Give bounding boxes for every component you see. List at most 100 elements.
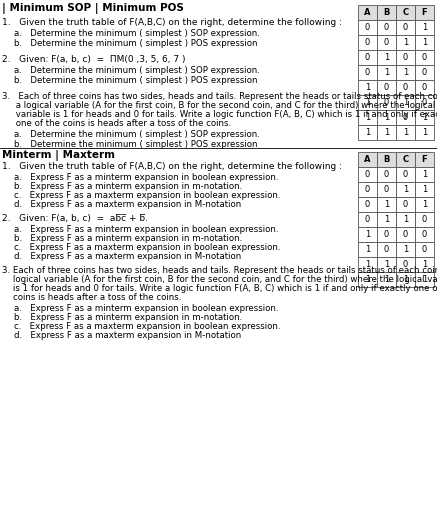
Text: c.   Express F as a maxterm expansion in boolean expression.: c. Express F as a maxterm expansion in b… [14,243,281,252]
Text: logical variable (A for the first coin, B for the second coin, and C for the thi: logical variable (A for the first coin, … [2,275,437,284]
Bar [415,125,434,140]
Text: b.   Determine the minimum ( simplest ) POS expression: b. Determine the minimum ( simplest ) PO… [14,140,257,149]
Bar [415,5,434,20]
Text: 1: 1 [422,38,427,47]
Bar [415,65,434,80]
Text: 0: 0 [384,83,389,92]
Text: 1: 1 [403,275,408,284]
Text: b.   Express F as a minterm expansion in m-notation.: b. Express F as a minterm expansion in m… [14,313,242,322]
Text: 0: 0 [403,53,408,62]
Bar [358,35,377,50]
Text: B: B [383,155,390,164]
Text: 0: 0 [403,113,408,122]
Text: 0: 0 [384,38,389,47]
Text: 1: 1 [422,275,427,284]
Text: 0: 0 [422,83,427,92]
Text: 1.   Given the truth table of F(A,B,C) on the right, determine the following :: 1. Given the truth table of F(A,B,C) on … [2,162,342,171]
Text: 0: 0 [365,170,370,179]
Bar [358,125,377,140]
Bar [377,65,396,80]
Text: 0: 0 [422,68,427,77]
Text: 1: 1 [422,200,427,209]
Text: 1: 1 [403,185,408,194]
Bar [358,242,377,257]
Text: c.   Express F as a maxterm expansion in boolean expression.: c. Express F as a maxterm expansion in b… [14,322,281,331]
Text: 0: 0 [365,185,370,194]
Text: 1: 1 [422,185,427,194]
Text: b.   Determine the minimum ( simplest ) POS expression: b. Determine the minimum ( simplest ) PO… [14,76,257,85]
Bar [415,110,434,125]
Bar [415,95,434,110]
Bar [377,20,396,35]
Text: 1: 1 [384,128,389,137]
Text: one of the coins is heads after a toss of the coins.: one of the coins is heads after a toss o… [2,119,231,128]
Text: b.   Determine the minimum ( simplest ) POS expression: b. Determine the minimum ( simplest ) PO… [14,39,257,48]
Bar [415,272,434,287]
Bar [396,35,415,50]
Bar [377,242,396,257]
Text: 0: 0 [403,170,408,179]
Text: 1: 1 [365,245,370,254]
Bar [396,20,415,35]
Text: A: A [364,8,371,17]
Bar [358,5,377,20]
Bar [377,272,396,287]
Bar [396,65,415,80]
Text: 1: 1 [384,275,389,284]
Bar [377,80,396,95]
Text: a.   Determine the minimum ( simplest ) SOP expression.: a. Determine the minimum ( simplest ) SO… [14,66,260,75]
Bar [396,167,415,182]
Text: 2.   Given: F(a, b, c)  =  ab̅c̅ + b̅.: 2. Given: F(a, b, c) = ab̅c̅ + b̅. [2,214,148,223]
Text: 0: 0 [422,98,427,107]
Text: a.   Determine the minimum ( simplest ) SOP expression.: a. Determine the minimum ( simplest ) SO… [14,130,260,139]
Text: 0: 0 [384,245,389,254]
Text: 1: 1 [403,128,408,137]
Text: 1: 1 [403,38,408,47]
Bar [415,80,434,95]
Text: 1: 1 [384,68,389,77]
Text: is 1 for heads and 0 for tails. Write a logic function F(A, B, C) which is 1 if : is 1 for heads and 0 for tails. Write a … [2,284,437,293]
Text: b.   Express F as a minterm expansion in m-notation.: b. Express F as a minterm expansion in m… [14,234,242,243]
Text: B: B [383,8,390,17]
Text: 0: 0 [365,23,370,32]
Text: b.   Express F as a minterm expansion in m-notation.: b. Express F as a minterm expansion in m… [14,182,242,191]
Text: 0: 0 [365,215,370,224]
Bar [377,110,396,125]
Bar [396,182,415,197]
Text: 1: 1 [422,128,427,137]
Bar [377,35,396,50]
Bar [358,65,377,80]
Bar [415,167,434,182]
Text: 1: 1 [422,170,427,179]
Bar [358,197,377,212]
Text: 1: 1 [384,215,389,224]
Bar [377,152,396,167]
Text: 0: 0 [384,230,389,239]
Text: 0: 0 [384,23,389,32]
Text: 0: 0 [403,83,408,92]
Text: 1: 1 [403,215,408,224]
Text: d.   Express F as a maxterm expansion in M-notation: d. Express F as a maxterm expansion in M… [14,252,241,261]
Bar [396,110,415,125]
Bar [415,257,434,272]
Bar [396,227,415,242]
Bar [377,167,396,182]
Text: F: F [422,8,427,17]
Bar [358,152,377,167]
Text: 1: 1 [422,260,427,269]
Bar [377,5,396,20]
Text: a.   Express F as a minterm expansion in boolean expression.: a. Express F as a minterm expansion in b… [14,225,278,234]
Text: 1: 1 [365,98,370,107]
Bar [415,35,434,50]
Bar [396,242,415,257]
Bar [358,50,377,65]
Text: d.   Express F as a maxterm expansion in M-notation: d. Express F as a maxterm expansion in M… [14,331,241,340]
Bar [377,227,396,242]
Text: C: C [402,8,409,17]
Text: 0: 0 [365,68,370,77]
Text: variable is 1 for heads and 0 for tails. Write a logic function F(A, B, C) which: variable is 1 for heads and 0 for tails.… [2,110,437,119]
Text: 0: 0 [422,230,427,239]
Bar [396,80,415,95]
Text: 1: 1 [403,98,408,107]
Bar [358,257,377,272]
